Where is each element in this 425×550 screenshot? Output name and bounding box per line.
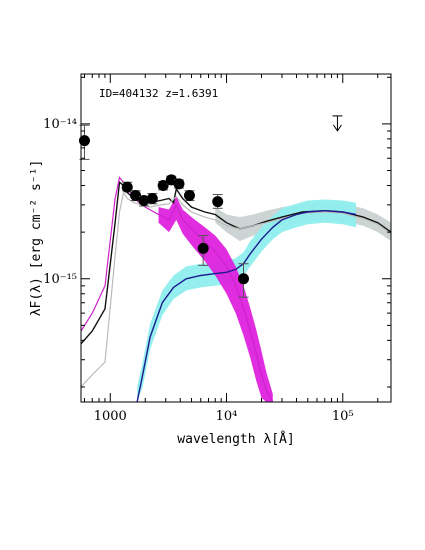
- model-bands: [137, 196, 391, 402]
- model-line-2: [81, 176, 274, 402]
- data-point: [121, 181, 133, 193]
- data-point: [146, 192, 158, 204]
- plot-frame: [80, 73, 392, 403]
- x-tick-label: 10⁵: [332, 409, 354, 424]
- data-point: [157, 180, 169, 192]
- data-point: [78, 135, 90, 147]
- data-point: [173, 178, 185, 190]
- model-line-1: [81, 191, 391, 388]
- model-line-3: [136, 209, 357, 402]
- data-point: [212, 196, 224, 208]
- data-point: [138, 195, 150, 207]
- y-tick-label: 10⁻¹⁵: [43, 272, 77, 287]
- model-band-1: [137, 199, 356, 402]
- y-tick-label: 10⁻¹⁴: [43, 117, 77, 132]
- x-tick-label: 10⁴: [216, 409, 238, 424]
- upper-limit-arrow: [333, 124, 342, 132]
- x-axis-title: wavelength λ[Å]: [177, 431, 294, 447]
- data-point: [238, 273, 250, 285]
- y-axis-title: λF(λ) [erg cm⁻² s⁻¹]: [29, 160, 44, 317]
- observed-points: [78, 115, 343, 298]
- axis-ticks: 1000 10⁴ 10⁵ 10⁻¹⁴ 10⁻¹⁵: [43, 74, 391, 424]
- data-point: [183, 189, 195, 201]
- id-annotation: ID=404132 z=1.6391: [99, 87, 218, 100]
- model-lines: [81, 176, 391, 402]
- x-tick-label: 1000: [94, 409, 127, 424]
- data-point: [130, 189, 142, 201]
- data-point: [197, 242, 209, 254]
